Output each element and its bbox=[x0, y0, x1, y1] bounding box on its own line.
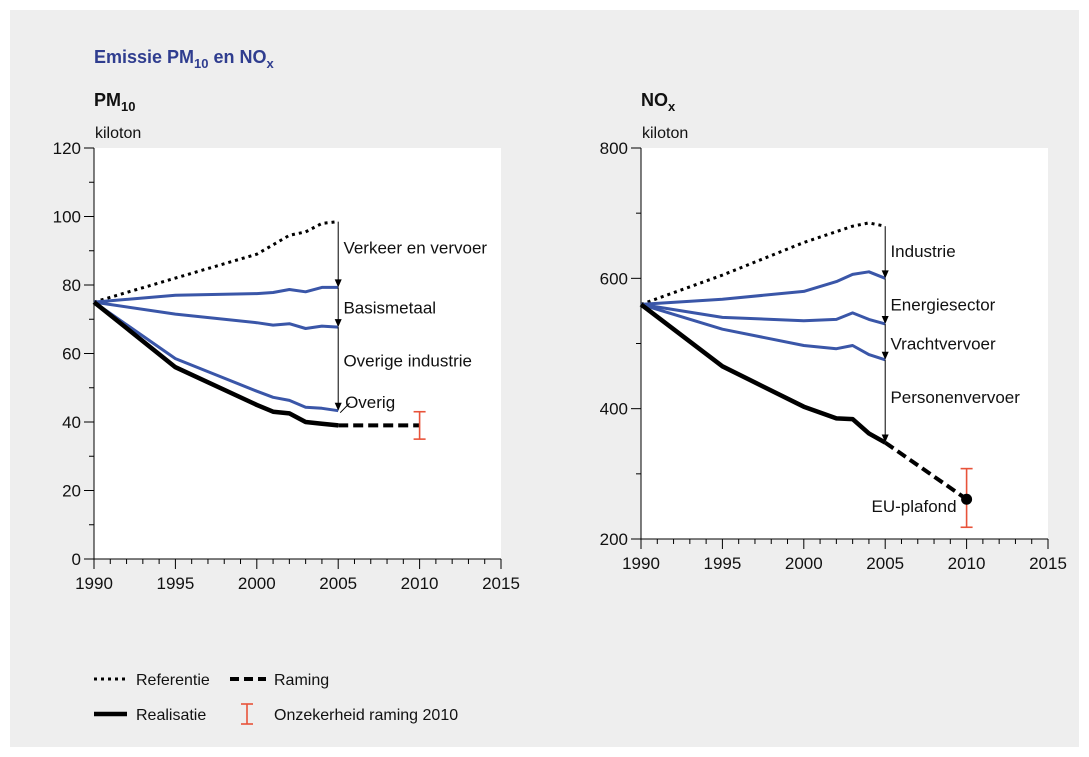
legend-onzekerheid-label: Onzekerheid raming 2010 bbox=[274, 707, 458, 724]
nox-series-sector-2-line bbox=[640, 302, 886, 326]
pm10-annotation: Overig bbox=[345, 393, 395, 412]
pm10-y-tick-label: 60 bbox=[62, 345, 81, 364]
pm10-annotation: Basismetaal bbox=[343, 298, 436, 317]
pm10-x-tick-label: 2000 bbox=[238, 574, 276, 593]
nox-annotation: Personenvervoer bbox=[890, 388, 1020, 407]
nox-y-tick-label: 400 bbox=[600, 400, 628, 419]
nox-subtitle: NOx bbox=[641, 90, 676, 114]
chart-figure: Emissie PM10 en NOx PM10 kiloton 0 20 40 60 80… bbox=[10, 10, 1079, 747]
pm10-x-tick-label: 2005 bbox=[319, 574, 357, 593]
pm10-series-ref-line bbox=[93, 220, 339, 304]
nox-x-tick-label: 2015 bbox=[1029, 554, 1067, 573]
nox-reduction-arrow-head bbox=[881, 270, 889, 279]
pm10-subtitle: PM10 bbox=[94, 90, 135, 114]
legend: Referentie Raming Realisatie Onzekerheid… bbox=[94, 672, 458, 725]
figure-title: Emissie PM10 en NOx bbox=[94, 47, 275, 71]
pm10-annotation: Overige industrie bbox=[343, 351, 472, 370]
pm10-series-sector-3-line bbox=[93, 300, 339, 413]
nox-series-ref-line bbox=[640, 221, 886, 306]
nox-x-tick-label: 1995 bbox=[703, 554, 741, 573]
nox-reduction-arrow-head bbox=[881, 434, 889, 443]
pm10-x-tick-label: 2010 bbox=[401, 574, 439, 593]
pm10-y-tick-label: 40 bbox=[62, 413, 81, 432]
nox-y-axis-unit: kiloton bbox=[642, 125, 688, 142]
pm10-y-axis-unit: kiloton bbox=[95, 125, 141, 142]
pm10-reduction-arrow-head bbox=[334, 279, 342, 288]
pm10-series-sector-1-line bbox=[93, 285, 339, 304]
nox-chart-panel: NOx kiloton 200 400 600 800 1990 1995 2000 2005 20… bbox=[600, 90, 1067, 573]
pm10-y-tick-label: 120 bbox=[53, 139, 81, 158]
chart-canvas: Emissie PM10 en NOx PM10 kiloton 0 20 40 60 80… bbox=[53, 47, 1067, 725]
nox-series-real-line bbox=[639, 302, 887, 445]
nox-x-tick-label: 2000 bbox=[785, 554, 823, 573]
pm10-y-tick-label: 100 bbox=[53, 208, 81, 227]
pm10-annotation-leader bbox=[339, 402, 350, 414]
nox-eu-plafond-point bbox=[961, 493, 973, 505]
pm10-reduction-arrow-head bbox=[334, 319, 342, 328]
pm10-series-sector-2-line bbox=[93, 300, 339, 330]
legend-raming-label: Raming bbox=[274, 672, 329, 689]
nox-annotation: Industrie bbox=[890, 242, 955, 261]
pm10-y-tick-label: 20 bbox=[62, 482, 81, 501]
nox-series-raming-line bbox=[884, 440, 968, 501]
pm10-annotation: Verkeer en vervoer bbox=[343, 238, 487, 257]
pm10-chart-panel: PM10 kiloton 0 20 40 60 80 100 120 1990 1995 2000 20… bbox=[53, 90, 520, 593]
nox-series-sector-1-line bbox=[640, 270, 886, 306]
legend-referentie-label: Referentie bbox=[136, 672, 210, 689]
nox-y-tick-label: 200 bbox=[600, 530, 628, 549]
pm10-x-tick-label: 1990 bbox=[75, 574, 113, 593]
nox-reduction-arrow-head bbox=[881, 351, 889, 360]
pm10-reduction-arrow-head bbox=[334, 402, 342, 411]
nox-annotation: Energiesector bbox=[890, 295, 995, 314]
nox-y-tick-label: 600 bbox=[600, 269, 628, 288]
pm10-y-tick-label: 0 bbox=[72, 550, 81, 569]
nox-x-tick-label: 1990 bbox=[622, 554, 660, 573]
nox-y-tick-label: 800 bbox=[600, 139, 628, 158]
nox-series-sector-3-line bbox=[640, 302, 886, 362]
nox-plot-area bbox=[641, 148, 1048, 539]
nox-eu-plafond-label: EU-plafond bbox=[872, 497, 957, 516]
nox-x-tick-label: 2010 bbox=[948, 554, 986, 573]
legend-onzekerheid-swatch bbox=[241, 703, 253, 725]
nox-reduction-arrow-head bbox=[881, 315, 889, 324]
legend-realisatie-label: Realisatie bbox=[136, 707, 206, 724]
pm10-series-real-line bbox=[92, 300, 339, 428]
nox-annotation: Vrachtvervoer bbox=[890, 335, 996, 354]
pm10-x-tick-label: 1995 bbox=[156, 574, 194, 593]
pm10-y-tick-label: 80 bbox=[62, 276, 81, 295]
nox-x-tick-label: 2005 bbox=[866, 554, 904, 573]
pm10-x-tick-label: 2015 bbox=[482, 574, 520, 593]
